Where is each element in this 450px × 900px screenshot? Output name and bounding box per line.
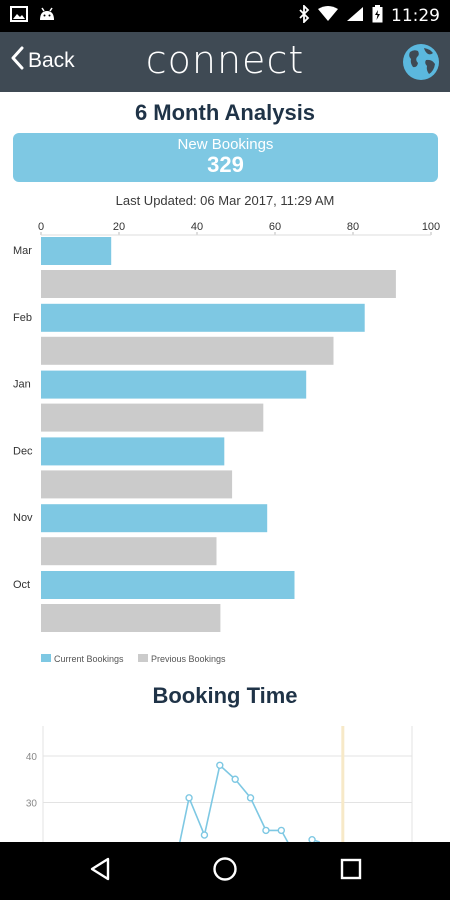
- data-point: [262, 826, 270, 835]
- category-label: Jan: [13, 379, 31, 391]
- data-point: [246, 794, 255, 802]
- nav-back-button[interactable]: [70, 842, 130, 900]
- nav-home-button[interactable]: [195, 842, 255, 900]
- app-logo: connect: [145, 38, 305, 82]
- bookings-bar-chart: 0 20 40 60 80 100 Mar Feb Jan Dec Nov Oct Current Bo…: [13, 221, 440, 664]
- bar-current-bookings: [41, 237, 112, 265]
- bar-current-bookings: [41, 437, 225, 466]
- x-tick-label: 100: [422, 221, 440, 233]
- legend-swatch: [41, 654, 51, 662]
- bar-previous-bookings: [41, 270, 396, 298]
- triangle-back-icon: [89, 857, 111, 886]
- x-tick-label: 60: [269, 221, 281, 233]
- battery-icon: [372, 4, 383, 28]
- new-bookings-value: 329: [207, 152, 244, 177]
- category-label: Oct: [13, 579, 30, 591]
- last-updated-text: Last Updated: 06 Mar 2017, 11:29 AM: [115, 193, 335, 208]
- bar-current-bookings: [41, 303, 365, 332]
- x-tick-label: 20: [113, 221, 125, 233]
- wifi-icon: [318, 5, 338, 27]
- category-label: Mar: [13, 245, 32, 257]
- bar-current-bookings: [41, 571, 295, 599]
- data-point: [308, 836, 316, 842]
- y-tick-label: 40: [26, 752, 38, 763]
- data-point: [277, 826, 286, 835]
- signal-icon: [346, 6, 364, 27]
- legend-label: Current Bookings: [54, 654, 124, 664]
- data-point: [200, 831, 209, 839]
- bar-previous-bookings: [41, 470, 233, 499]
- category-label: Nov: [13, 512, 33, 524]
- booking-time-line: [179, 763, 320, 842]
- bar-previous-bookings: [41, 604, 221, 632]
- x-tick-label: 40: [191, 221, 203, 233]
- android-icon: [38, 6, 56, 27]
- circle-home-icon: [212, 856, 238, 887]
- square-recents-icon: [340, 858, 362, 885]
- new-bookings-label: New Bookings: [177, 136, 274, 153]
- booking-time-title: Booking Time: [152, 683, 298, 708]
- x-tick-label: 0: [38, 221, 44, 233]
- bar-previous-bookings: [41, 336, 334, 365]
- y-tick-label: 30: [26, 799, 38, 810]
- image-icon: [10, 5, 28, 27]
- chevron-left-icon: [10, 46, 24, 76]
- bar-current-bookings: [41, 370, 307, 399]
- globe-icon[interactable]: [402, 43, 440, 81]
- legend-label: Previous Bookings: [151, 654, 226, 664]
- x-tick-label: 80: [347, 221, 359, 233]
- data-point: [231, 775, 239, 783]
- navigation-bar: [0, 842, 450, 900]
- category-label: Feb: [13, 312, 32, 324]
- booking-time-line-chart: 30 40: [26, 726, 413, 842]
- data-point: [185, 794, 193, 802]
- data-point: [216, 761, 224, 769]
- page-title: 6 Month Analysis: [134, 100, 316, 125]
- bluetooth-icon: [298, 3, 310, 28]
- bar-previous-bookings: [41, 537, 217, 566]
- new-bookings-card: New Bookings 329: [13, 133, 438, 182]
- category-label: Dec: [13, 445, 33, 457]
- app-bar: Back connect: [0, 32, 450, 92]
- bar-current-bookings: [41, 504, 268, 533]
- status-bar: 11:29: [0, 0, 450, 32]
- legend-swatch: [138, 654, 148, 662]
- back-label: Back: [28, 49, 75, 72]
- nav-recents-button[interactable]: [321, 842, 381, 900]
- status-time: 11:29: [391, 6, 440, 26]
- back-button[interactable]: Back: [10, 46, 75, 76]
- bar-previous-bookings: [41, 403, 264, 432]
